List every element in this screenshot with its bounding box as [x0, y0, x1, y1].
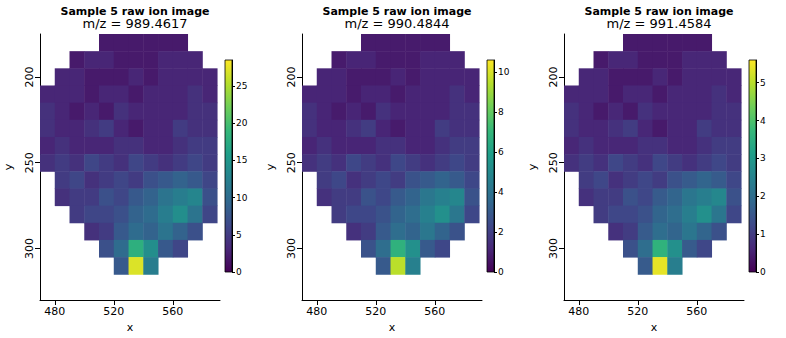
svg-text:8: 8: [498, 107, 504, 117]
svg-text:480: 480: [306, 305, 327, 318]
svg-text:480: 480: [44, 305, 65, 318]
svg-text:Sample 5 raw ion image: Sample 5 raw ion image: [584, 5, 734, 18]
svg-text:520: 520: [103, 305, 124, 318]
svg-text:2: 2: [498, 227, 504, 237]
svg-text:6: 6: [498, 147, 504, 157]
svg-text:250: 250: [547, 152, 560, 173]
svg-text:1: 1: [760, 229, 766, 239]
svg-text:2: 2: [760, 191, 766, 201]
svg-text:x: x: [651, 321, 658, 334]
svg-text:560: 560: [686, 305, 707, 318]
svg-text:3: 3: [760, 153, 766, 163]
svg-text:y: y: [264, 163, 277, 170]
svg-text:300: 300: [23, 238, 36, 259]
svg-text:300: 300: [285, 238, 298, 259]
svg-text:x: x: [389, 321, 396, 334]
svg-text:25: 25: [236, 81, 247, 91]
svg-text:m/z = 989.4617: m/z = 989.4617: [82, 16, 187, 31]
svg-text:0: 0: [236, 267, 242, 277]
svg-text:m/z = 990.4844: m/z = 990.4844: [344, 16, 449, 31]
svg-text:520: 520: [627, 305, 648, 318]
svg-text:x: x: [127, 321, 134, 334]
svg-text:520: 520: [365, 305, 386, 318]
svg-text:5: 5: [236, 230, 242, 240]
svg-text:y: y: [2, 163, 15, 170]
svg-text:20: 20: [236, 118, 248, 128]
svg-text:5: 5: [760, 78, 766, 88]
svg-text:Sample 5 raw ion image: Sample 5 raw ion image: [60, 5, 210, 18]
svg-text:m/z = 991.4584: m/z = 991.4584: [606, 16, 711, 31]
svg-text:10: 10: [498, 67, 510, 77]
svg-text:250: 250: [285, 152, 298, 173]
svg-text:0: 0: [760, 267, 766, 277]
svg-text:4: 4: [498, 187, 504, 197]
svg-text:560: 560: [424, 305, 445, 318]
svg-text:4: 4: [760, 116, 766, 126]
svg-text:480: 480: [568, 305, 589, 318]
svg-text:200: 200: [23, 66, 36, 87]
svg-text:10: 10: [236, 193, 248, 203]
svg-text:15: 15: [236, 155, 247, 165]
svg-text:y: y: [526, 163, 539, 170]
svg-text:560: 560: [162, 305, 183, 318]
svg-text:300: 300: [547, 238, 560, 259]
svg-text:Sample 5 raw ion image: Sample 5 raw ion image: [322, 5, 472, 18]
svg-text:200: 200: [547, 66, 560, 87]
svg-text:0: 0: [498, 267, 504, 277]
svg-text:200: 200: [285, 66, 298, 87]
svg-text:250: 250: [23, 152, 36, 173]
